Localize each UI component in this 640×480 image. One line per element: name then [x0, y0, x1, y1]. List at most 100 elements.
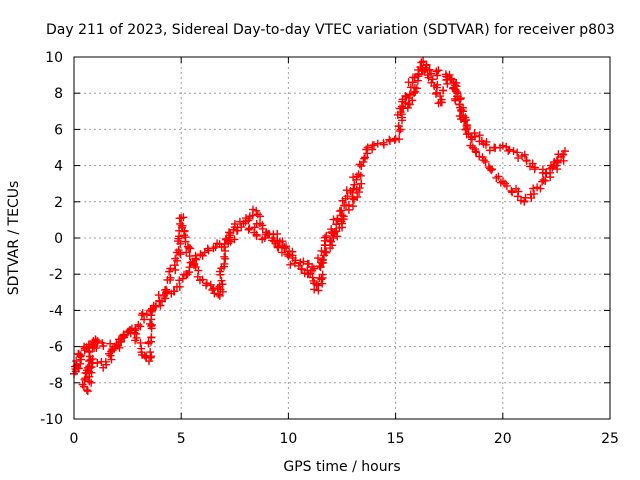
data-point: [513, 192, 522, 201]
data-point: [494, 172, 503, 181]
y-tick-labels: -10 -8 -6 -4 -2 0 2 4 6 8 10: [40, 50, 63, 428]
data-point: [318, 256, 327, 265]
data-point: [459, 111, 468, 120]
data-point: [181, 237, 190, 246]
data-point: [80, 344, 89, 353]
data-point: [288, 251, 297, 260]
data-point: [83, 387, 92, 396]
data-point: [314, 286, 323, 295]
data-point: [82, 386, 91, 395]
data-point: [472, 148, 481, 157]
data-point: [166, 273, 175, 282]
data-point: [419, 57, 428, 66]
data-point: [338, 211, 347, 220]
data-point: [192, 255, 201, 264]
y-tick-label: -2: [49, 267, 63, 283]
data-point: [230, 235, 239, 244]
data-point: [496, 178, 505, 187]
data-point: [398, 97, 407, 106]
data-point: [218, 287, 227, 296]
data-point: [308, 273, 317, 282]
y-tick-label: 4: [54, 159, 63, 175]
data-point: [342, 186, 351, 195]
data-point: [162, 288, 171, 297]
axis-ticks: [73, 56, 611, 420]
data-point: [456, 94, 465, 103]
y-tick-label: -4: [49, 303, 63, 319]
x-tick-label: 5: [177, 431, 186, 447]
data-point: [134, 320, 143, 329]
data-point: [308, 262, 317, 271]
data-point: [513, 148, 522, 157]
data-point: [93, 358, 102, 367]
data-point: [258, 224, 267, 233]
data-point: [216, 270, 225, 279]
data-point: [457, 107, 466, 116]
data-point: [339, 212, 348, 221]
data-point: [436, 92, 445, 101]
data-point: [119, 332, 128, 341]
data-point: [310, 285, 319, 294]
data-point: [202, 279, 211, 288]
data-point: [422, 61, 431, 70]
data-point: [369, 141, 378, 150]
data-point: [481, 157, 490, 166]
data-point: [312, 280, 321, 289]
data-point: [80, 375, 89, 384]
data-point: [147, 333, 156, 342]
data-point: [78, 380, 87, 389]
data-point: [309, 264, 318, 273]
data-point: [357, 179, 366, 188]
data-point: [470, 132, 479, 141]
data-point: [107, 355, 116, 364]
data-point: [520, 150, 529, 159]
data-point: [182, 248, 191, 257]
data-point: [451, 86, 460, 95]
data-point: [508, 188, 517, 197]
data-point: [318, 270, 327, 279]
data-point: [485, 146, 494, 155]
data-point: [379, 140, 388, 149]
y-tick-label: 6: [54, 122, 63, 138]
data-point: [161, 294, 170, 303]
data-point: [405, 90, 414, 99]
data-point: [99, 341, 108, 350]
data-point: [101, 357, 110, 366]
data-point: [353, 193, 362, 202]
data-point: [549, 162, 558, 171]
data-point: [529, 184, 538, 193]
data-point: [520, 197, 529, 206]
data-point: [220, 252, 229, 261]
data-point: [152, 302, 161, 311]
y-axis-title: SDTVAR / TECUs: [6, 181, 22, 296]
data-point: [244, 216, 253, 225]
data-point: [297, 264, 306, 273]
data-point: [106, 339, 115, 348]
data-point: [132, 333, 141, 342]
data-point: [313, 254, 322, 263]
data-points: [70, 57, 569, 396]
data-point: [220, 259, 229, 268]
data-point: [154, 291, 163, 300]
data-point: [136, 322, 145, 331]
data-point: [428, 75, 437, 84]
data-point: [447, 74, 456, 83]
data-point: [215, 240, 224, 249]
data-point: [217, 276, 226, 285]
data-point: [178, 221, 187, 230]
x-tick-labels: 0 5 10 15 20 25: [70, 431, 619, 447]
data-point: [179, 213, 188, 222]
data-point: [320, 233, 329, 242]
y-tick-label: 10: [45, 50, 63, 66]
grid-lines: [74, 57, 610, 419]
data-point: [233, 223, 242, 232]
data-point: [394, 122, 403, 131]
x-tick-label: 15: [387, 431, 405, 447]
data-point: [337, 206, 346, 215]
data-point: [210, 289, 219, 298]
data-point: [291, 256, 300, 265]
data-point: [142, 310, 151, 319]
data-point: [147, 352, 156, 361]
data-point: [185, 263, 194, 272]
data-point: [191, 251, 200, 260]
